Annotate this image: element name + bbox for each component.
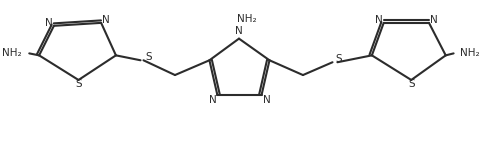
Text: NH₂: NH₂ xyxy=(237,14,257,24)
Text: S: S xyxy=(145,52,152,62)
Text: N: N xyxy=(209,95,216,105)
Text: NH₂: NH₂ xyxy=(461,48,480,58)
Text: NH₂: NH₂ xyxy=(2,48,22,58)
Text: N: N xyxy=(102,15,110,25)
Text: S: S xyxy=(75,79,82,89)
Text: N: N xyxy=(263,95,271,105)
Text: N: N xyxy=(45,18,53,28)
Text: S: S xyxy=(335,54,342,64)
Text: N: N xyxy=(235,26,243,36)
Text: N: N xyxy=(430,15,438,25)
Text: S: S xyxy=(408,79,414,89)
Text: N: N xyxy=(375,15,382,25)
